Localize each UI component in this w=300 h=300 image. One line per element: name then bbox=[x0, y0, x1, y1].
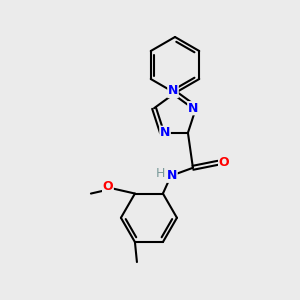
Text: N: N bbox=[167, 169, 177, 182]
Text: O: O bbox=[219, 156, 229, 169]
Text: N: N bbox=[160, 126, 170, 139]
Text: O: O bbox=[103, 180, 113, 193]
Text: N: N bbox=[168, 85, 178, 98]
Text: H: H bbox=[156, 167, 166, 180]
Text: N: N bbox=[188, 102, 198, 115]
